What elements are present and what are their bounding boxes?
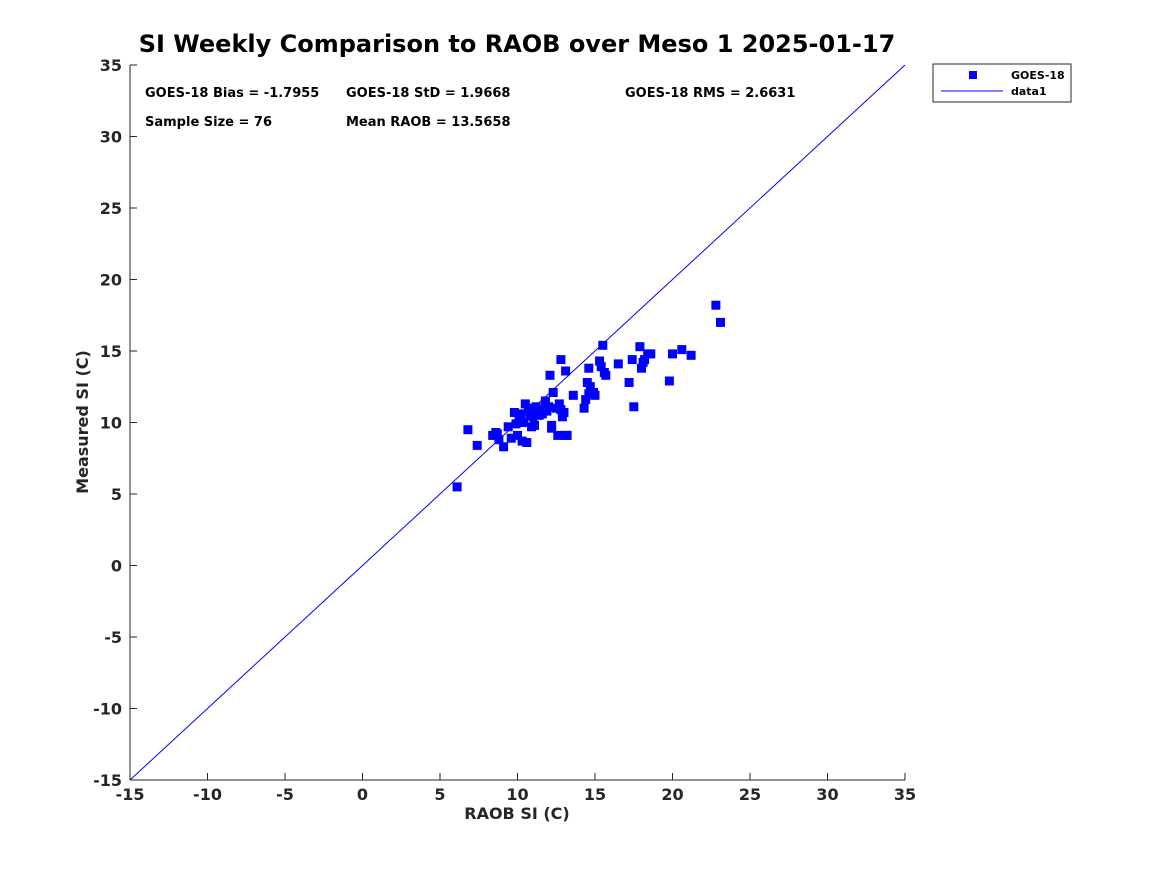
data-point (668, 349, 677, 359)
y-tick-label: 25 (100, 199, 122, 218)
data-point (677, 345, 687, 355)
data-point (516, 409, 526, 419)
data-point (547, 423, 557, 433)
data-point (635, 342, 645, 352)
y-tick-label: 10 (100, 414, 122, 433)
data-point (513, 430, 522, 440)
data-point (627, 355, 637, 365)
data-point (598, 340, 608, 350)
data-point (686, 350, 696, 360)
data-point (581, 395, 591, 405)
series-points-group (452, 300, 725, 492)
data-point (638, 357, 648, 367)
x-axis-ticks: -15 -10 -5 0 5 10 15 20 25 30 35 (116, 773, 916, 804)
data-point (545, 370, 555, 380)
data-point (601, 370, 611, 380)
y-tick-label: 0 (111, 557, 122, 576)
y-tick-label: 15 (100, 342, 122, 361)
x-axis-label: RAOB SI (C) (464, 804, 569, 823)
x-tick-label: 10 (506, 785, 528, 804)
x-tick-label: 35 (894, 785, 916, 804)
data-point (568, 390, 578, 400)
stat-bias: GOES-18 Bias = -1.7955 (145, 86, 319, 101)
data-point (554, 399, 564, 409)
y-tick-label: 35 (100, 56, 122, 75)
data-point (509, 408, 519, 417)
legend: GOES-18 data1 (932, 63, 1072, 103)
data-point (579, 403, 589, 413)
x-tick-label: -10 (193, 785, 222, 804)
data-point (716, 317, 725, 327)
data-point (522, 438, 532, 447)
data-point (556, 355, 566, 365)
data-point (556, 405, 566, 415)
data-point (519, 418, 529, 427)
y-tick-label: -10 (93, 700, 122, 719)
y-tick-label: 20 (100, 271, 122, 290)
data-point (646, 349, 656, 359)
x-tick-label: -5 (276, 785, 294, 804)
data-point (561, 366, 571, 376)
data-point (530, 420, 539, 430)
stat-rms: GOES-18 RMS = 2.6631 (625, 86, 795, 101)
data-point (528, 412, 538, 422)
data-point (517, 436, 527, 446)
x-tick-label: -15 (116, 785, 145, 804)
x-tick-label: 5 (434, 785, 445, 804)
data-point (544, 402, 553, 412)
x-tick-label: 0 (357, 785, 368, 804)
data-point (514, 415, 524, 425)
data-point (664, 376, 674, 386)
data-point (637, 363, 646, 373)
legend-label-goes18: GOES-18 (1011, 69, 1065, 82)
y-tick-label: 5 (111, 485, 122, 504)
legend-marker-goes18 (969, 71, 977, 79)
data-point (624, 378, 634, 387)
data-point (548, 388, 558, 397)
data-point (452, 482, 462, 492)
x-tick-label: 20 (661, 785, 683, 804)
data-point (506, 433, 516, 443)
stat-std: GOES-18 StD = 1.9668 (346, 86, 510, 101)
data-point (520, 399, 530, 409)
data-point (472, 440, 482, 450)
data-point (523, 405, 533, 415)
data-point (494, 435, 504, 445)
y-axis-ticks: -15 -10 -5 0 5 10 15 20 25 30 35 (93, 56, 137, 790)
x-tick-label: 15 (584, 785, 606, 804)
data-point (629, 402, 639, 412)
data-point (463, 425, 473, 435)
data-point (540, 396, 550, 406)
y-tick-label: -15 (93, 771, 122, 790)
y-tick-label: 30 (100, 128, 122, 147)
data-point (584, 389, 594, 399)
plot-area (129, 64, 906, 781)
stat-sample-size: Sample Size = 76 (145, 115, 272, 130)
data-point (536, 405, 546, 415)
data-point (585, 382, 595, 392)
data-point (561, 430, 571, 440)
x-tick-label: 30 (816, 785, 838, 804)
data-point (528, 403, 538, 413)
y-axis-label: Measured SI (C) (73, 350, 92, 494)
chart-title: SI Weekly Comparison to RAOB over Meso 1… (139, 30, 896, 58)
data-point (584, 363, 594, 373)
data-point (492, 429, 502, 439)
data-point (503, 422, 513, 432)
data-point (553, 430, 563, 440)
stats-annotations: GOES-18 Bias = -1.7955 GOES-18 StD = 1.9… (145, 86, 795, 130)
x-tick-label: 25 (739, 785, 761, 804)
stat-mean-raob: Mean RAOB = 13.5658 (346, 115, 511, 130)
legend-label-data1: data1 (1011, 85, 1047, 98)
data-point (711, 300, 721, 310)
data-point (613, 359, 623, 369)
data-point (595, 356, 605, 366)
data-point (499, 442, 509, 452)
y-tick-label: -5 (104, 628, 122, 647)
data-point (596, 362, 606, 372)
data-point (590, 390, 600, 400)
legend-box (932, 63, 1072, 103)
